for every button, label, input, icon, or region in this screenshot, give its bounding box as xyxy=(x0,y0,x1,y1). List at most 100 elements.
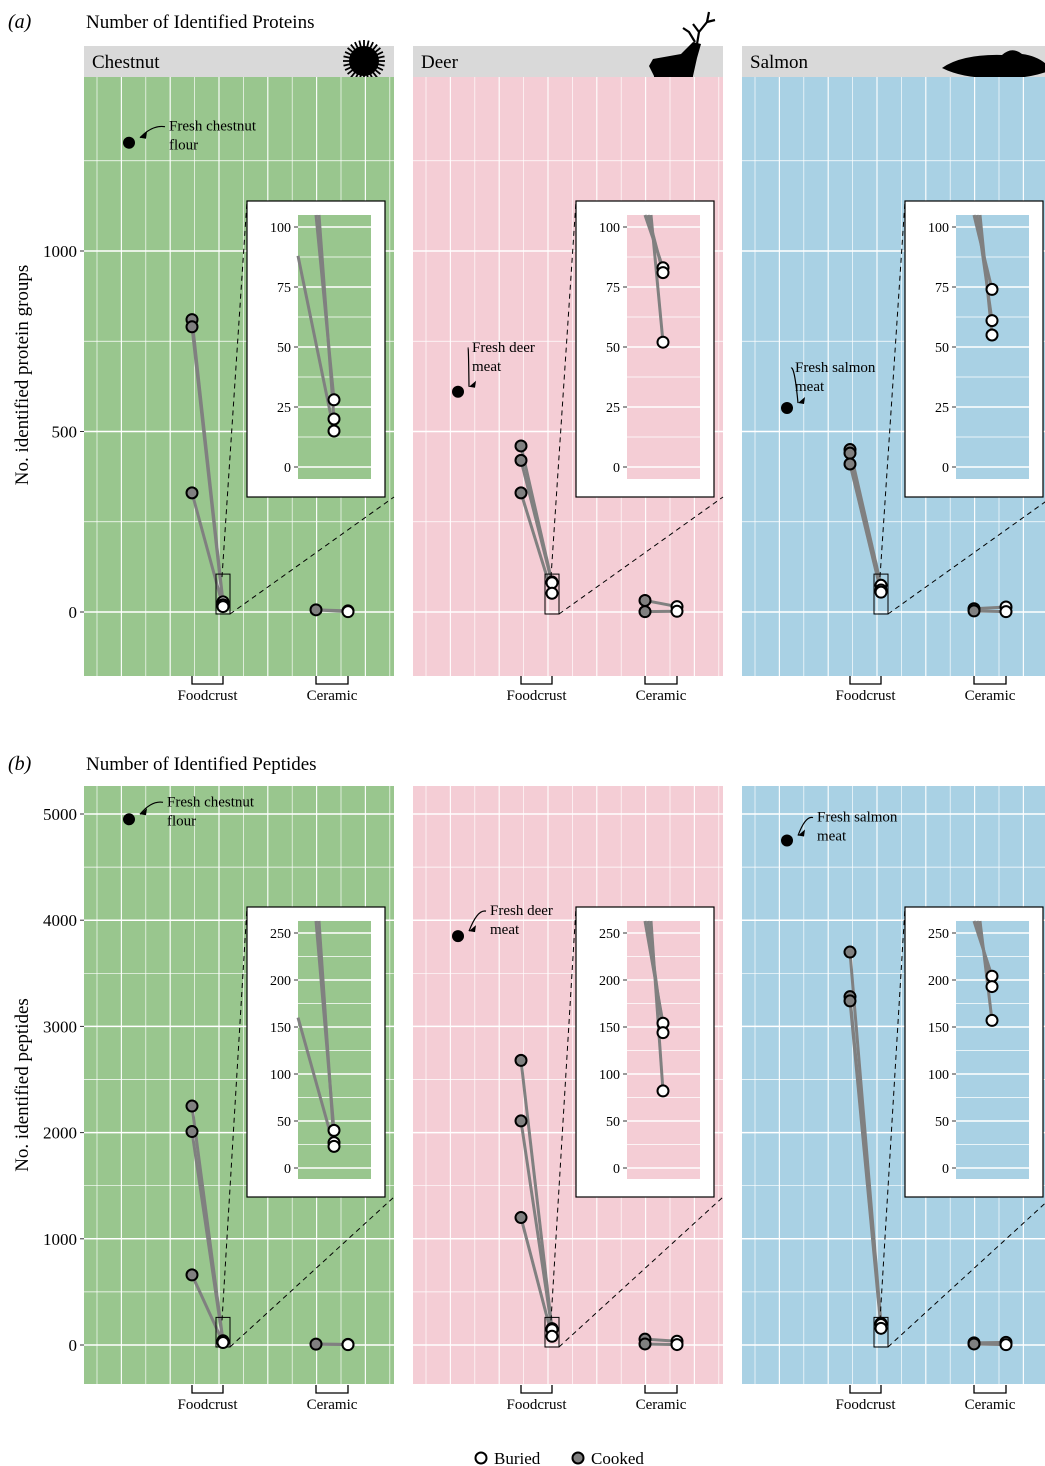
zoom-connector xyxy=(558,1196,724,1348)
point-ceramic-buried xyxy=(670,604,684,618)
inset-point-buried xyxy=(327,1139,341,1153)
inset-connector xyxy=(317,214,336,420)
panel-b-ylabel: No. identified peptides xyxy=(12,998,33,1172)
fresh-annotation: Fresh deer meat xyxy=(468,903,553,938)
x-bracket xyxy=(644,676,678,685)
x-bracket xyxy=(520,676,553,685)
point-foodcrust-buried xyxy=(545,1329,559,1343)
inset-y-tick-label: 75 xyxy=(935,281,949,296)
point-ceramic-buried xyxy=(341,605,355,619)
panel-a-ylabel: No. identified protein groups xyxy=(12,265,33,486)
legend-label-cooked: Cooked xyxy=(591,1449,644,1466)
inset-y-tick-label: 0 xyxy=(942,461,949,476)
point-foodcrust-cooked xyxy=(185,1125,199,1139)
inset-y-tick-label: 200 xyxy=(270,974,291,989)
connector-line xyxy=(519,460,554,584)
inset-point-buried xyxy=(656,1026,670,1040)
zoom-connector xyxy=(879,906,906,1321)
x-bracket xyxy=(520,1385,553,1394)
inset-y-tick-label: 0 xyxy=(613,461,620,476)
inset-y-tick-label: 50 xyxy=(935,1115,949,1130)
fresh-arrowhead xyxy=(798,397,805,405)
panel-a-title: Number of Identified Proteins xyxy=(86,12,314,33)
fresh-label-line: meat xyxy=(817,829,847,845)
x-bracket xyxy=(191,676,224,685)
zoom-box xyxy=(544,573,560,615)
legend: Buried Cooked xyxy=(474,1449,644,1466)
inset: 0 25 50 75 100 xyxy=(904,200,1044,498)
fresh-label-line: flour xyxy=(167,813,196,829)
y-tick-label: 1000 xyxy=(43,242,77,261)
point-fresh xyxy=(123,813,135,826)
facet-label: Salmon xyxy=(750,52,809,73)
point-ceramic-cooked xyxy=(638,593,652,607)
inset-point-buried xyxy=(985,1013,999,1027)
fresh-label-line: Fresh salmon xyxy=(795,360,876,376)
x-label-foodcrust: Foodcrust xyxy=(178,688,239,704)
point-foodcrust-buried xyxy=(216,600,230,614)
x-label-ceramic: Ceramic xyxy=(636,1397,687,1413)
connector-line xyxy=(190,492,225,607)
point-fresh xyxy=(452,385,464,398)
fresh-annotation: Fresh salmon meat xyxy=(797,810,898,845)
fresh-arrow xyxy=(139,125,166,139)
point-foodcrust-cooked xyxy=(514,439,528,453)
inset-y-tick-label: 100 xyxy=(928,221,949,236)
inset: 0 25 50 75 100 xyxy=(575,200,715,498)
point-fresh xyxy=(781,402,793,415)
point-foodcrust-buried xyxy=(874,1321,888,1335)
inset-point-buried xyxy=(985,314,999,328)
zoom-connector xyxy=(221,906,248,1321)
fresh-label-line: flour xyxy=(169,138,198,154)
fresh-label-line: meat xyxy=(490,922,520,938)
inset-y-tick-label: 0 xyxy=(284,1162,291,1177)
y-tick-label: 1000 xyxy=(43,1230,77,1249)
x-bracket xyxy=(849,1385,882,1394)
connector-line xyxy=(519,1217,554,1337)
inset-y-tick-label: 0 xyxy=(284,461,291,476)
point-ceramic-cooked xyxy=(309,1337,323,1351)
y-tick-label: 3000 xyxy=(43,1017,77,1036)
inset-y-tick-label: 150 xyxy=(599,1021,620,1036)
point-foodcrust-cooked xyxy=(843,994,857,1008)
facet-salmon: Foodcrust Ceramic Fresh salmon meat 0 50 100 15… xyxy=(742,786,1045,1413)
point-foodcrust-cooked xyxy=(514,453,528,467)
inset-y-tick-label: 250 xyxy=(928,927,949,942)
inset-y-tick-label: 100 xyxy=(270,221,291,236)
point-foodcrust-cooked xyxy=(514,1211,528,1225)
point-foodcrust-cooked xyxy=(514,486,528,500)
x-label-ceramic: Ceramic xyxy=(636,688,687,704)
connector-line xyxy=(190,326,225,605)
zoom-box xyxy=(215,573,231,615)
y-tick-label: 4000 xyxy=(43,911,77,930)
facet-deer: Foodcrust Ceramic Fresh deer meat 0 50 100 150 2… xyxy=(413,786,724,1413)
inset-y-tick-label: 100 xyxy=(928,1068,949,1083)
inset: 0 50 100 150 200 250 xyxy=(904,906,1044,1198)
point-foodcrust-cooked xyxy=(843,945,857,959)
x-label-ceramic: Ceramic xyxy=(965,688,1016,704)
inset-y-tick-label: 250 xyxy=(270,927,291,942)
point-foodcrust-buried xyxy=(545,586,559,600)
panel-a-letter: (a) xyxy=(8,11,32,33)
fresh-label-line: Fresh chestnut xyxy=(169,119,257,135)
inset-y-tick-label: 50 xyxy=(277,341,291,356)
inset-point-buried xyxy=(327,424,341,438)
point-ceramic-buried xyxy=(670,1338,684,1352)
point-foodcrust-buried xyxy=(216,1336,230,1350)
point-ceramic-cooked xyxy=(638,605,652,619)
point-ceramic-cooked xyxy=(309,603,323,617)
connector-line xyxy=(519,1120,554,1330)
inset-y-tick-label: 100 xyxy=(270,1068,291,1083)
panel-b-title: Number of Identified Peptides xyxy=(86,754,317,775)
salmon-body xyxy=(942,50,1045,79)
inset: 0 25 50 75 100 xyxy=(246,200,386,498)
point-ceramic-cooked xyxy=(967,1337,981,1351)
y-tick-label: 0 xyxy=(69,603,78,622)
x-bracket xyxy=(315,676,349,685)
fresh-arrow xyxy=(790,367,799,404)
point-foodcrust-buried xyxy=(874,585,888,599)
fresh-arrowhead xyxy=(140,131,147,139)
inset-y-tick-label: 75 xyxy=(606,281,620,296)
zoom-connector xyxy=(887,501,1045,615)
